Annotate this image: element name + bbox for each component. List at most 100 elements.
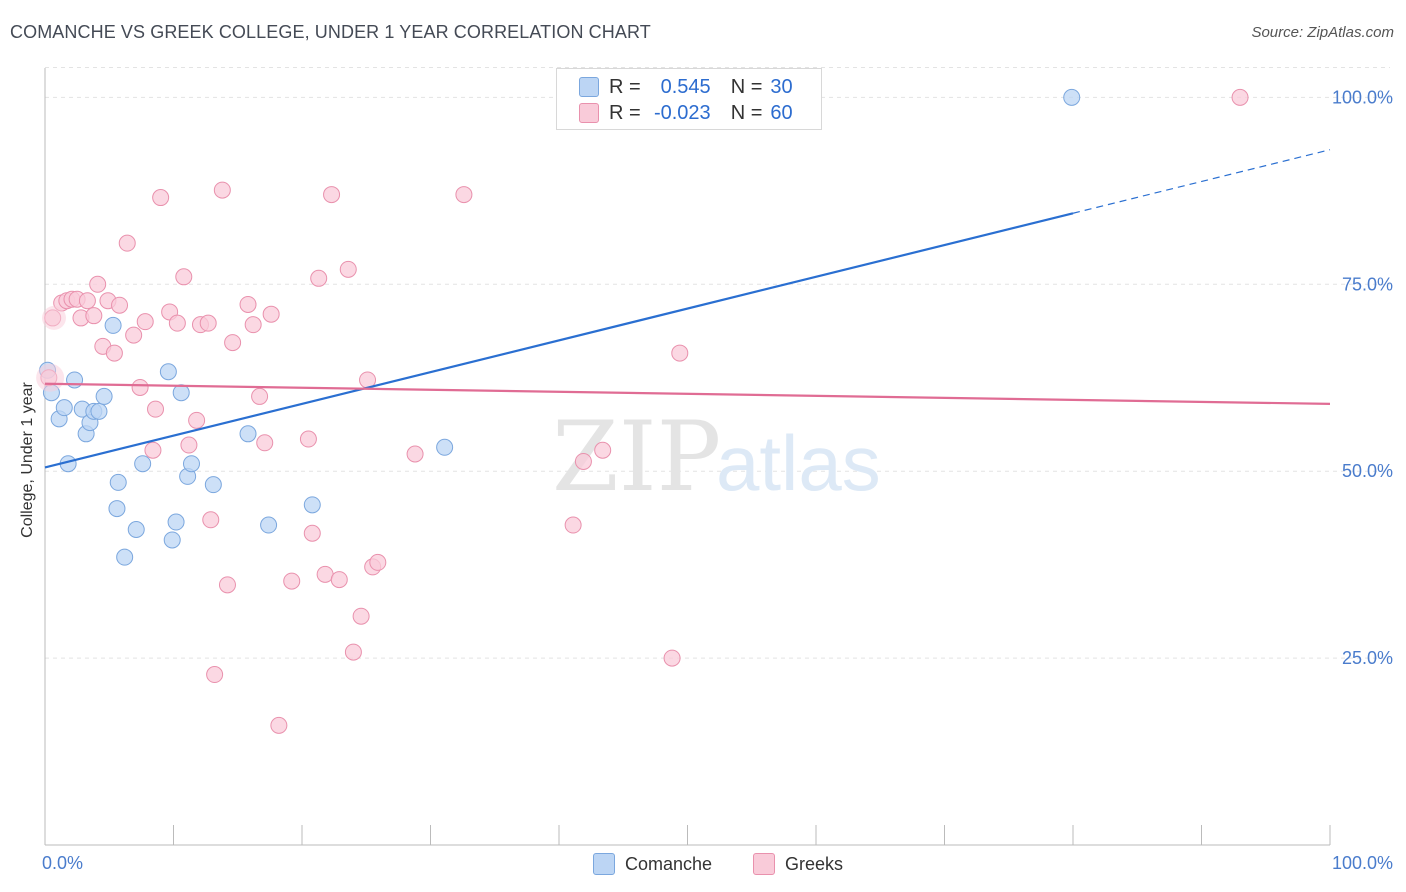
greeks-point [131,378,149,396]
comanche-trend-extension [1072,149,1331,214]
comanche-point [204,476,222,494]
greeks-point [118,234,136,252]
legend-row-comanche: R = 0.545 N = 30 [579,75,793,99]
watermark-atlas: atlas [716,419,881,507]
correlation-legend: R = 0.545 N = 30 R = -0.023 N = 60 [556,68,822,130]
x-tick-label: 100.0% [1332,853,1393,873]
greeks-trend-line [44,382,1331,406]
comanche-point [303,496,321,514]
comanche-point [66,371,84,389]
y-tick-label: 100.0% [1332,87,1393,107]
greeks-point [188,411,206,429]
comanche-r-value: 0.545 [660,75,711,98]
greeks-point [78,292,96,310]
legend-n-label: N = [730,75,763,98]
comanche-point [182,455,200,473]
greeks-point [36,363,65,392]
greeks-point [41,305,66,330]
greeks-point [594,441,612,459]
greeks-point [1231,88,1249,106]
comanche-point [109,473,127,491]
greeks-r-value: -0.023 [653,101,711,124]
legend-row-greeks: R = -0.023 N = 60 [579,101,793,125]
greeks-point [262,305,280,323]
greeks-point [270,716,288,734]
comanche-point [159,363,177,381]
comanche-point [55,399,73,417]
greeks-point [406,445,424,463]
greeks-point [125,326,143,344]
comanche-point [167,513,185,531]
comanche-point [127,521,145,539]
greeks-point [671,344,689,362]
bottom-legend-greeks: Greeks [753,852,843,876]
greeks-n-value: 60 [770,101,793,124]
greeks-point [574,452,592,470]
comanche-legend-label: Comanche [625,853,713,874]
greeks-point [144,441,162,459]
greeks-point [369,553,387,571]
y-axis-label: College, Under 1 year [19,382,36,538]
trend-lines [44,149,1331,469]
greeks-point [455,186,473,204]
comanche-point [104,316,122,334]
greeks-point [147,400,165,418]
comanche-legend-swatch [593,853,615,875]
greeks-point [136,313,154,331]
greeks-point [168,314,186,332]
greeks-legend-label: Greeks [785,853,844,874]
greeks-legend-swatch [753,853,775,875]
bottom-legend-comanche: Comanche [593,852,712,876]
greeks-point [239,295,257,313]
greeks-point [352,607,370,625]
greeks-point [564,516,582,534]
greeks-point [218,576,236,594]
greeks-point [105,344,123,362]
data-points [36,88,1249,734]
comanche-point [163,531,181,549]
x-tick-label: 0.0% [42,853,83,873]
comanche-swatch [579,77,599,97]
comanche-point [90,402,108,420]
legend-n-label: N = [730,101,763,124]
greeks-point [152,189,170,207]
greeks-point [310,269,328,287]
greeks-point [213,181,231,199]
comanche-trend-line [44,212,1074,469]
greeks-point [316,565,334,583]
greeks-point [85,307,103,325]
y-tick-label: 25.0% [1342,648,1393,668]
greeks-point [330,571,348,589]
greeks-point [344,643,362,661]
greeks-point [224,334,242,352]
greeks-point [89,275,107,293]
comanche-n-value: 30 [770,75,793,98]
legend-r-label: R = [609,101,641,124]
greeks-point [244,316,262,334]
axes [44,68,1331,846]
gridlines [45,66,1390,659]
greeks-point [303,524,321,542]
greeks-point [663,649,681,667]
greeks-point [256,434,274,452]
greeks-point [283,572,301,590]
greeks-point [251,387,269,405]
greeks-point [202,511,220,529]
source-label: Source: ZipAtlas.com [1251,24,1394,41]
comanche-point [436,438,454,456]
greeks-point [175,268,193,286]
y-tick-label: 75.0% [1342,274,1393,294]
comanche-point [172,384,190,402]
comanche-point [134,455,152,473]
comanche-point [1063,88,1081,106]
greeks-point [299,430,317,448]
greeks-point [339,260,357,278]
greeks-point [180,436,198,454]
comanche-point [95,387,113,405]
chart-title: COMANCHE VS GREEK COLLEGE, UNDER 1 YEAR … [10,22,651,42]
comanche-point [108,500,126,518]
comanche-point [116,548,134,566]
greeks-point [111,296,129,314]
axis-labels: 25.0% 50.0% 75.0% 100.0% 0.0% 100.0% [42,87,1393,873]
